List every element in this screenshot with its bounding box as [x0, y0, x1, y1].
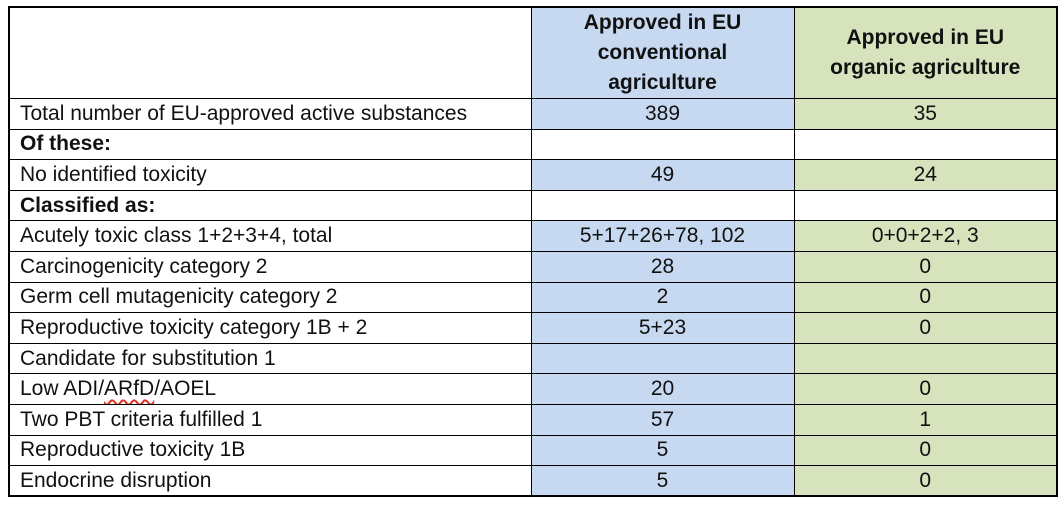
conventional-value-cell	[530, 342, 795, 375]
label-part: Low ADI/	[20, 377, 105, 401]
table-row-germ-cell-mutagenicity: Germ cell mutagenicity category 2 2 0	[8, 281, 1058, 314]
conventional-value-cell: 20	[530, 373, 795, 405]
organic-value-cell: 0	[793, 312, 1058, 344]
conventional-value-cell: 389	[530, 98, 795, 130]
row-label: Two PBT criteria fulfilled 1	[8, 403, 532, 436]
row-label: Germ cell mutagenicity category 2	[8, 281, 532, 314]
row-label: Total number of EU-approved active subst…	[8, 98, 532, 130]
toxicity-comparison-table: Approved in EU conventional agriculture …	[8, 6, 1058, 498]
conventional-value-cell	[530, 128, 795, 161]
organic-value-cell: 0	[793, 465, 1058, 497]
organic-value-cell	[793, 128, 1058, 161]
row-label: Acutely toxic class 1+2+3+4, total	[8, 220, 532, 252]
organic-value-cell: 0	[793, 281, 1058, 314]
conventional-value-cell: 28	[530, 250, 795, 283]
table-row-reproductive-toxicity-1b: Reproductive toxicity 1B 5 0	[8, 434, 1058, 467]
organic-value-cell: 24	[793, 159, 1058, 191]
row-label: Reproductive toxicity 1B	[8, 434, 532, 467]
table-row-no-identified-toxicity: No identified toxicity 49 24	[8, 159, 1058, 191]
row-label: Low ADI/ARfD/AOEL	[8, 373, 532, 405]
table-row-section-of-these: Of these:	[8, 128, 1058, 161]
table-row-acutely-toxic: Acutely toxic class 1+2+3+4, total 5+17+…	[8, 220, 1058, 252]
table-row-candidate-for-substitution: Candidate for substitution 1	[8, 342, 1058, 375]
table-row-total-approved: Total number of EU-approved active subst…	[8, 98, 1058, 130]
organic-column-header: Approved in EU organic agriculture	[793, 6, 1058, 99]
organic-value-cell	[793, 189, 1058, 222]
table-row-reproductive-toxicity-1b-2: Reproductive toxicity category 1B + 2 5+…	[8, 312, 1058, 344]
organic-value-cell: 0	[793, 373, 1058, 405]
section-label: Classified as:	[8, 189, 532, 222]
table-row-low-adi-arfd-aoel: Low ADI/ARfD/AOEL 20 0	[8, 373, 1058, 405]
organic-value-cell: 35	[793, 98, 1058, 130]
spellcheck-underlined-word: ARfD	[104, 377, 155, 401]
table-row-carcinogenicity: Carcinogenicity category 2 28 0	[8, 250, 1058, 283]
organic-value-cell: 0+0+2+2, 3	[793, 220, 1058, 252]
table-row-section-classified-as: Classified as:	[8, 189, 1058, 222]
conventional-value-cell: 2	[530, 281, 795, 314]
row-label: Endocrine disruption	[8, 465, 532, 497]
conventional-value-cell: 5	[530, 434, 795, 467]
row-label: Reproductive toxicity category 1B + 2	[8, 312, 532, 344]
table-row-endocrine-disruption: Endocrine disruption 5 0	[8, 465, 1058, 497]
conventional-value-cell: 5+23	[530, 312, 795, 344]
conventional-value-cell: 49	[530, 159, 795, 191]
conventional-value-cell: 5	[530, 465, 795, 497]
organic-value-cell: 0	[793, 434, 1058, 467]
row-label: Carcinogenicity category 2	[8, 250, 532, 283]
header-row: Approved in EU conventional agriculture …	[8, 6, 1058, 99]
corner-header-cell	[8, 6, 532, 99]
conventional-value-cell: 5+17+26+78, 102	[530, 220, 795, 252]
row-label: Candidate for substitution 1	[8, 342, 532, 375]
organic-value-cell: 1	[793, 403, 1058, 436]
conventional-value-cell: 57	[530, 403, 795, 436]
section-label: Of these:	[8, 128, 532, 161]
conventional-column-header: Approved in EU conventional agriculture	[530, 6, 795, 99]
conventional-value-cell	[530, 189, 795, 222]
organic-value-cell	[793, 342, 1058, 375]
row-label: No identified toxicity	[8, 159, 532, 191]
organic-value-cell: 0	[793, 250, 1058, 283]
table-row-two-pbt-criteria: Two PBT criteria fulfilled 1 57 1	[8, 403, 1058, 436]
label-part: /AOEL	[154, 377, 217, 401]
